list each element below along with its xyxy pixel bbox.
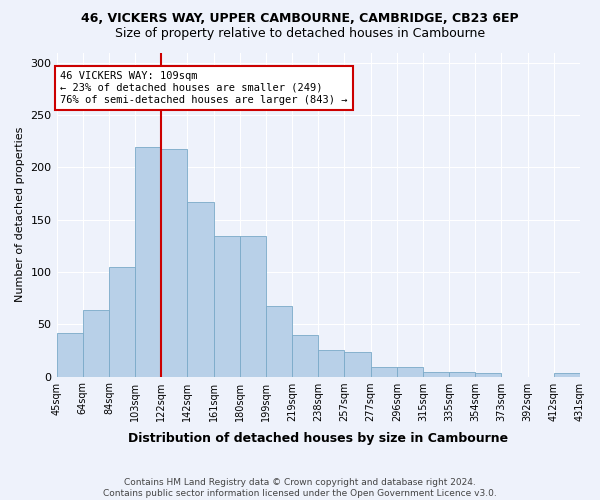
- Text: Contains HM Land Registry data © Crown copyright and database right 2024.
Contai: Contains HM Land Registry data © Crown c…: [103, 478, 497, 498]
- Bar: [344, 352, 371, 376]
- Bar: [109, 267, 135, 376]
- Bar: [161, 148, 187, 376]
- Y-axis label: Number of detached properties: Number of detached properties: [15, 127, 25, 302]
- Bar: [397, 367, 423, 376]
- Bar: [318, 350, 344, 376]
- X-axis label: Distribution of detached houses by size in Cambourne: Distribution of detached houses by size …: [128, 432, 508, 445]
- Bar: [266, 306, 292, 376]
- Bar: [292, 334, 318, 376]
- Bar: [83, 310, 109, 376]
- Bar: [371, 367, 397, 376]
- Bar: [56, 332, 83, 376]
- Bar: [423, 372, 449, 376]
- Bar: [214, 236, 240, 376]
- Text: 46, VICKERS WAY, UPPER CAMBOURNE, CAMBRIDGE, CB23 6EP: 46, VICKERS WAY, UPPER CAMBOURNE, CAMBRI…: [81, 12, 519, 26]
- Bar: [554, 374, 580, 376]
- Bar: [135, 146, 161, 376]
- Text: 46 VICKERS WAY: 109sqm
← 23% of detached houses are smaller (249)
76% of semi-de: 46 VICKERS WAY: 109sqm ← 23% of detached…: [61, 72, 348, 104]
- Bar: [187, 202, 214, 376]
- Text: Size of property relative to detached houses in Cambourne: Size of property relative to detached ho…: [115, 28, 485, 40]
- Bar: [475, 374, 502, 376]
- Bar: [240, 236, 266, 376]
- Bar: [449, 372, 475, 376]
